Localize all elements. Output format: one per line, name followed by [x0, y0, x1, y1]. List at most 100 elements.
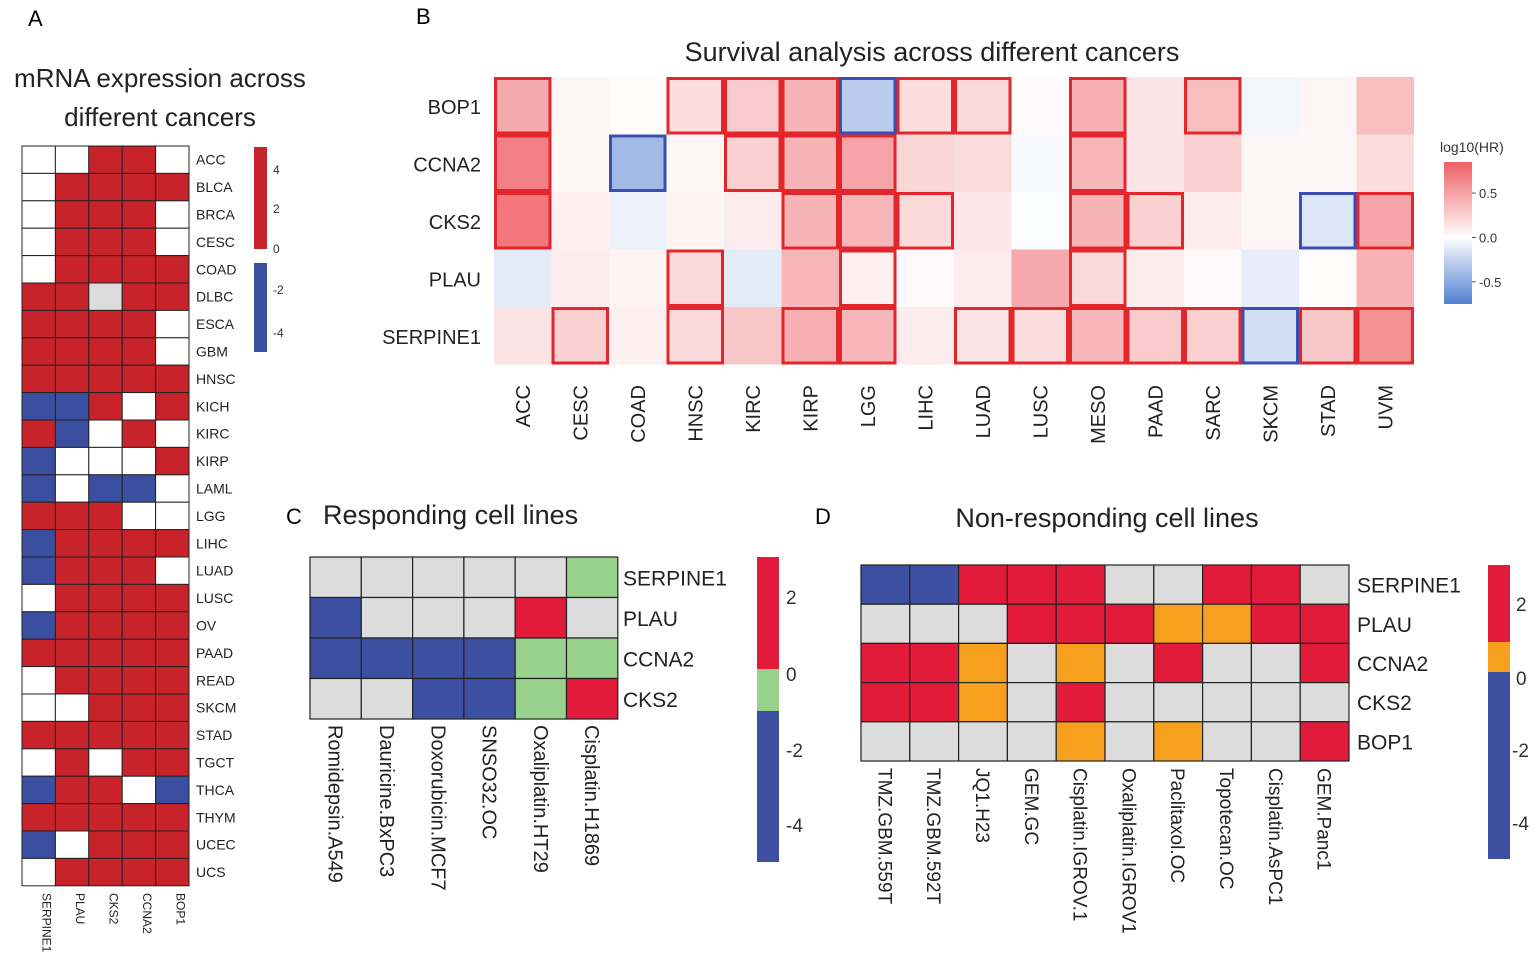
cell-b-serpine1-lihc: [896, 307, 954, 365]
cell-a-acc-bop1: [155, 145, 190, 174]
cell-b-bop1-uvm: [1356, 77, 1414, 135]
cell-a-lgg-serpine1: [21, 501, 56, 531]
cell-b-cks2-lihc: [896, 192, 954, 250]
cell-c-serpine1-snso32-oc: [463, 556, 516, 599]
cell-d-ccna2-paclitaxol-oc: [1153, 642, 1204, 684]
cell-c-ccna2-oxaliplatin-ht29: [514, 637, 568, 680]
cell-b-plau-skcm: [1241, 249, 1299, 307]
cell-a-ov-plau: [54, 611, 90, 640]
significant-up-border-plau-lgg: [839, 249, 897, 307]
row-label-d-cks2: CKS2: [1357, 692, 1412, 715]
col-label-b-kirc: KIRC: [743, 385, 765, 433]
cell-a-coad-plau: [54, 255, 90, 284]
legend-b-tick-label: -0.5: [1479, 275, 1501, 290]
cell-b-serpine1-coad: [609, 307, 667, 365]
cell-a-laml-cks2: [88, 474, 123, 503]
cell-b-plau-kirc: [724, 249, 782, 307]
col-label-a-cks2: CKS2: [107, 893, 121, 925]
panel-b-cells: [494, 77, 1414, 365]
col-label-c-cisplatin-h1869: Cisplatin.H1869: [580, 725, 602, 866]
cell-c-serpine1-doxorubicin-mcf7: [412, 556, 465, 599]
cell-b-serpine1-acc: [494, 307, 552, 365]
legend-c-tick: 2: [786, 588, 797, 609]
cell-a-lgg-cks2: [88, 501, 123, 531]
cell-c-serpine1-cisplatin-h1869: [565, 556, 619, 599]
row-label-a-stad: STAD: [196, 727, 232, 743]
cell-a-brca-ccna2: [121, 200, 157, 229]
cell-d-serpine1-jq1-h23: [957, 564, 1008, 605]
cell-a-esca-bop1: [155, 309, 190, 339]
col-label-b-coad: COAD: [628, 385, 650, 443]
cell-d-ccna2-gem-panc1: [1299, 642, 1350, 684]
cell-d-ccna2-cisplatin-aspc1: [1250, 642, 1301, 684]
cell-d-bop1-paclitaxol-oc: [1153, 721, 1204, 762]
cell-a-thca-bop1: [155, 775, 190, 805]
cell-b-serpine1-meso: [1069, 307, 1127, 365]
significant-down-border-cks2-stad: [1299, 192, 1357, 250]
row-label-a-paad: PAAD: [196, 645, 233, 661]
col-label-d-gem-panc1: GEM.Panc1: [1313, 768, 1334, 870]
cell-a-dlbc-plau: [54, 282, 90, 311]
significant-up-border-cks2-lihc: [896, 192, 954, 250]
cell-b-plau-hnsc: [666, 249, 724, 307]
cell-a-gbm-serpine1: [21, 337, 56, 366]
cell-b-bop1-acc: [494, 77, 552, 135]
cell-a-coad-cks2: [88, 255, 123, 284]
cell-d-ccna2-tmz-gbm-559t: [860, 642, 911, 684]
panel-c-column-labels: Romidepsin.A549 Dauricine.BxPC3 Doxorubici…: [324, 725, 603, 891]
cell-b-ccna2-luad: [954, 134, 1012, 192]
row-label-c-serpine1: SERPINE1: [623, 567, 727, 590]
cell-b-cks2-kirp: [781, 192, 839, 250]
row-label-b-cks2: CKS2: [429, 212, 481, 234]
cell-d-serpine1-gem-panc1: [1299, 564, 1350, 605]
cell-a-hnsc-serpine1: [21, 364, 56, 394]
cell-a-dlbc-bop1: [155, 282, 190, 311]
cell-c-ccna2-snso32-oc: [463, 637, 516, 680]
cell-c-ccna2-romidepsin-a549: [309, 637, 362, 680]
panel-b-significance-borders: [494, 77, 1414, 365]
cell-c-serpine1-oxaliplatin-ht29: [514, 556, 568, 599]
cell-d-bop1-tmz-gbm-592t: [909, 721, 960, 762]
cell-a-acc-cks2: [88, 145, 123, 174]
legend-c-tick: -4: [786, 816, 803, 837]
legend-c-tick: 0: [786, 665, 797, 686]
panel-a-label: A: [28, 6, 43, 31]
panel-b-row-labels: BOP1 CCNA2 CKS2 PLAU SERPINE1: [382, 97, 481, 349]
cell-a-lihc-cks2: [88, 529, 123, 558]
col-label-d-paclitaxol-oc: Paclitaxol.OC: [1166, 768, 1187, 883]
cell-c-plau-doxorubicin-mcf7: [412, 596, 465, 639]
cell-a-hnsc-bop1: [155, 364, 190, 394]
row-label-c-ccna2: CCNA2: [623, 648, 694, 671]
cell-b-cks2-sarc: [1184, 192, 1242, 250]
cell-b-bop1-paad: [1126, 77, 1184, 135]
cell-a-paad-plau: [54, 638, 90, 668]
cell-a-stad-cks2: [88, 720, 123, 750]
cell-a-kirp-cks2: [88, 446, 123, 476]
legend-b-colorbar: [1444, 162, 1472, 304]
row-label-d-plau: PLAU: [1357, 614, 1412, 637]
cell-b-ccna2-paad: [1126, 134, 1184, 192]
col-label-d-cisplatin-aspc1: Cisplatin.AsPC1: [1264, 768, 1285, 905]
cell-a-kich-serpine1: [21, 392, 56, 421]
cell-b-bop1-lgg: [839, 77, 897, 135]
cell-a-acc-plau: [54, 145, 90, 174]
cell-b-serpine1-lusc: [1011, 307, 1069, 365]
col-label-a-bop1: BOP1: [173, 893, 187, 925]
cell-b-plau-lihc: [896, 249, 954, 307]
cell-a-thca-ccna2: [121, 775, 157, 805]
cell-d-plau-tmz-gbm-559t: [860, 603, 911, 645]
cell-b-plau-lusc: [1011, 249, 1069, 307]
cell-a-gbm-bop1: [155, 337, 190, 366]
cell-b-plau-lgg: [839, 249, 897, 307]
cell-b-plau-coad: [609, 249, 667, 307]
cell-b-cks2-acc: [494, 192, 552, 250]
cell-b-ccna2-coad: [609, 134, 667, 192]
cell-a-lgg-bop1: [155, 501, 190, 531]
cell-a-kirc-ccna2: [121, 419, 157, 448]
cell-a-laml-ccna2: [121, 474, 157, 503]
cell-a-thca-cks2: [88, 775, 123, 805]
legend-d-tick: 0: [1516, 669, 1527, 690]
legend-d-red-bar: [1488, 565, 1510, 642]
cell-d-bop1-topotecan-oc: [1201, 721, 1252, 762]
cell-b-serpine1-skcm: [1241, 307, 1299, 365]
